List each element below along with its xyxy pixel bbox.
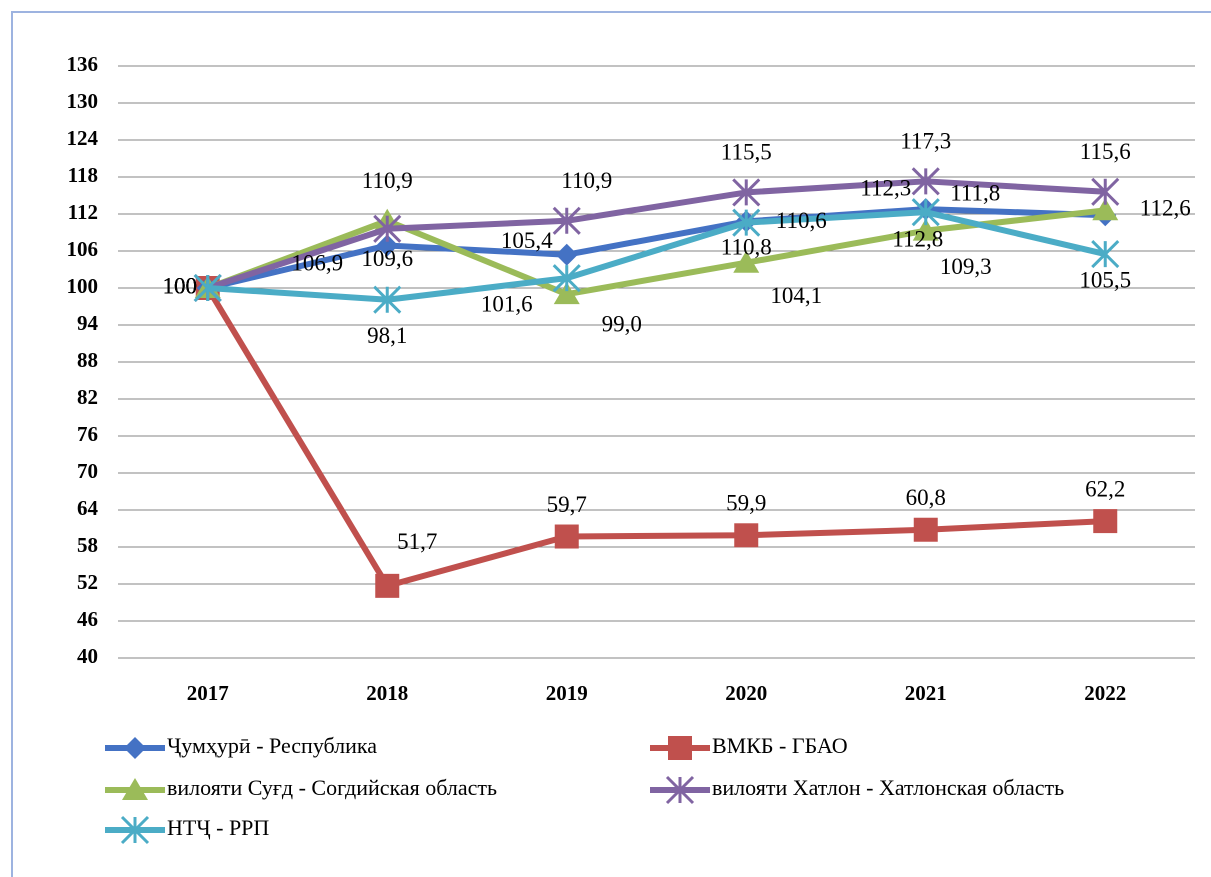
data-label: 111,8 [950,181,1000,206]
y-tick-label: 124 [67,126,99,150]
marker [552,206,581,235]
marker [1092,198,1119,221]
x-tick-label: 2021 [905,681,947,705]
marker [912,218,939,241]
data-label: 115,6 [1080,139,1131,164]
marker [734,523,759,548]
y-tick-label: 70 [77,459,98,483]
marker [1091,177,1120,206]
x-tick-label: 2020 [725,681,767,705]
marker [732,208,761,237]
y-tick-label: 76 [77,422,98,446]
data-label: 99,0 [602,311,642,336]
marker [120,815,150,845]
marker [122,778,148,800]
data-label: 60,8 [906,485,946,510]
marker [555,243,578,266]
y-tick-label: 40 [77,644,98,668]
data-label: 59,7 [547,492,587,517]
data-label: 117,3 [900,129,951,154]
marker [733,250,760,273]
marker [373,214,402,243]
legend-label: вилояти Суғд - Согдийская область [167,775,497,800]
marker [911,167,940,196]
marker [552,264,581,293]
data-label: 100 [163,273,198,298]
marker [1091,240,1120,269]
marker [554,524,579,549]
line [206,178,1106,291]
data-label: 101,6 [481,291,533,316]
marker [376,234,399,257]
marker [1093,509,1118,534]
y-tick-label: 52 [77,570,98,594]
data-label: 112,3 [860,175,911,200]
marker [124,737,146,759]
data-label: 112,6 [1140,196,1191,221]
y-tick-label: 58 [77,533,98,557]
marker [665,775,695,805]
data-label: 105,5 [1079,267,1131,292]
data-label: 100 [163,273,198,298]
marker [373,285,402,314]
marker [911,198,940,227]
data-label: 112,8 [892,226,943,251]
x-tick-label: 2018 [366,681,408,705]
line [205,286,1106,589]
data-label: 62,2 [1085,476,1125,501]
data-label: 110,9 [561,168,612,193]
data-label: 110,6 [776,208,827,233]
y-tick-label: 100 [67,274,99,298]
y-tick-label: 64 [77,496,99,520]
line [207,206,1106,291]
series [195,276,1118,598]
y-tick-label: 88 [77,348,98,372]
line [206,207,1106,298]
data-label: 115,5 [721,140,772,165]
data-label: 98,1 [367,323,407,348]
legend-label: ВМКБ - ГБАО [712,733,848,758]
marker [732,178,761,207]
data-label: 100 [163,273,198,298]
data-label: 109,3 [940,254,992,279]
y-tick-label: 106 [67,237,99,261]
x-tick-label: 2022 [1084,681,1126,705]
legend-label: Ҷумҳурӣ - Республика [167,733,377,758]
marker [913,517,938,542]
line [207,209,1106,303]
marker [193,273,222,303]
y-tick-label: 112 [68,200,98,224]
chart-border [11,11,1211,877]
x-tick-label: 2019 [546,681,588,705]
legend-label: НТҶ - РРП [167,815,269,840]
data-label: 110,8 [721,235,772,260]
data-label: 51,7 [397,529,437,554]
y-tick-label: 94 [77,311,99,335]
y-tick-label: 136 [67,52,99,76]
x-tick-label: 2017 [187,681,229,705]
legend-label: вилояти Хатлон - Хатлонская область [712,775,1064,800]
data-label: 100 [163,273,198,298]
data-label: 106,9 [291,251,343,276]
data-label: 104,1 [770,283,822,308]
y-tick-label: 118 [68,163,98,187]
marker [668,736,692,760]
data-label: 109,6 [361,246,413,271]
marker [553,282,580,305]
y-tick-label: 82 [77,385,98,409]
data-label: 110,9 [362,168,413,193]
data-label: 105,4 [501,228,553,253]
data-label: 100 [163,273,198,298]
marker [375,573,400,598]
data-label: 59,9 [726,491,766,516]
y-tick-label: 130 [67,89,99,113]
series [193,198,1120,314]
y-tick-label: 46 [77,607,98,631]
